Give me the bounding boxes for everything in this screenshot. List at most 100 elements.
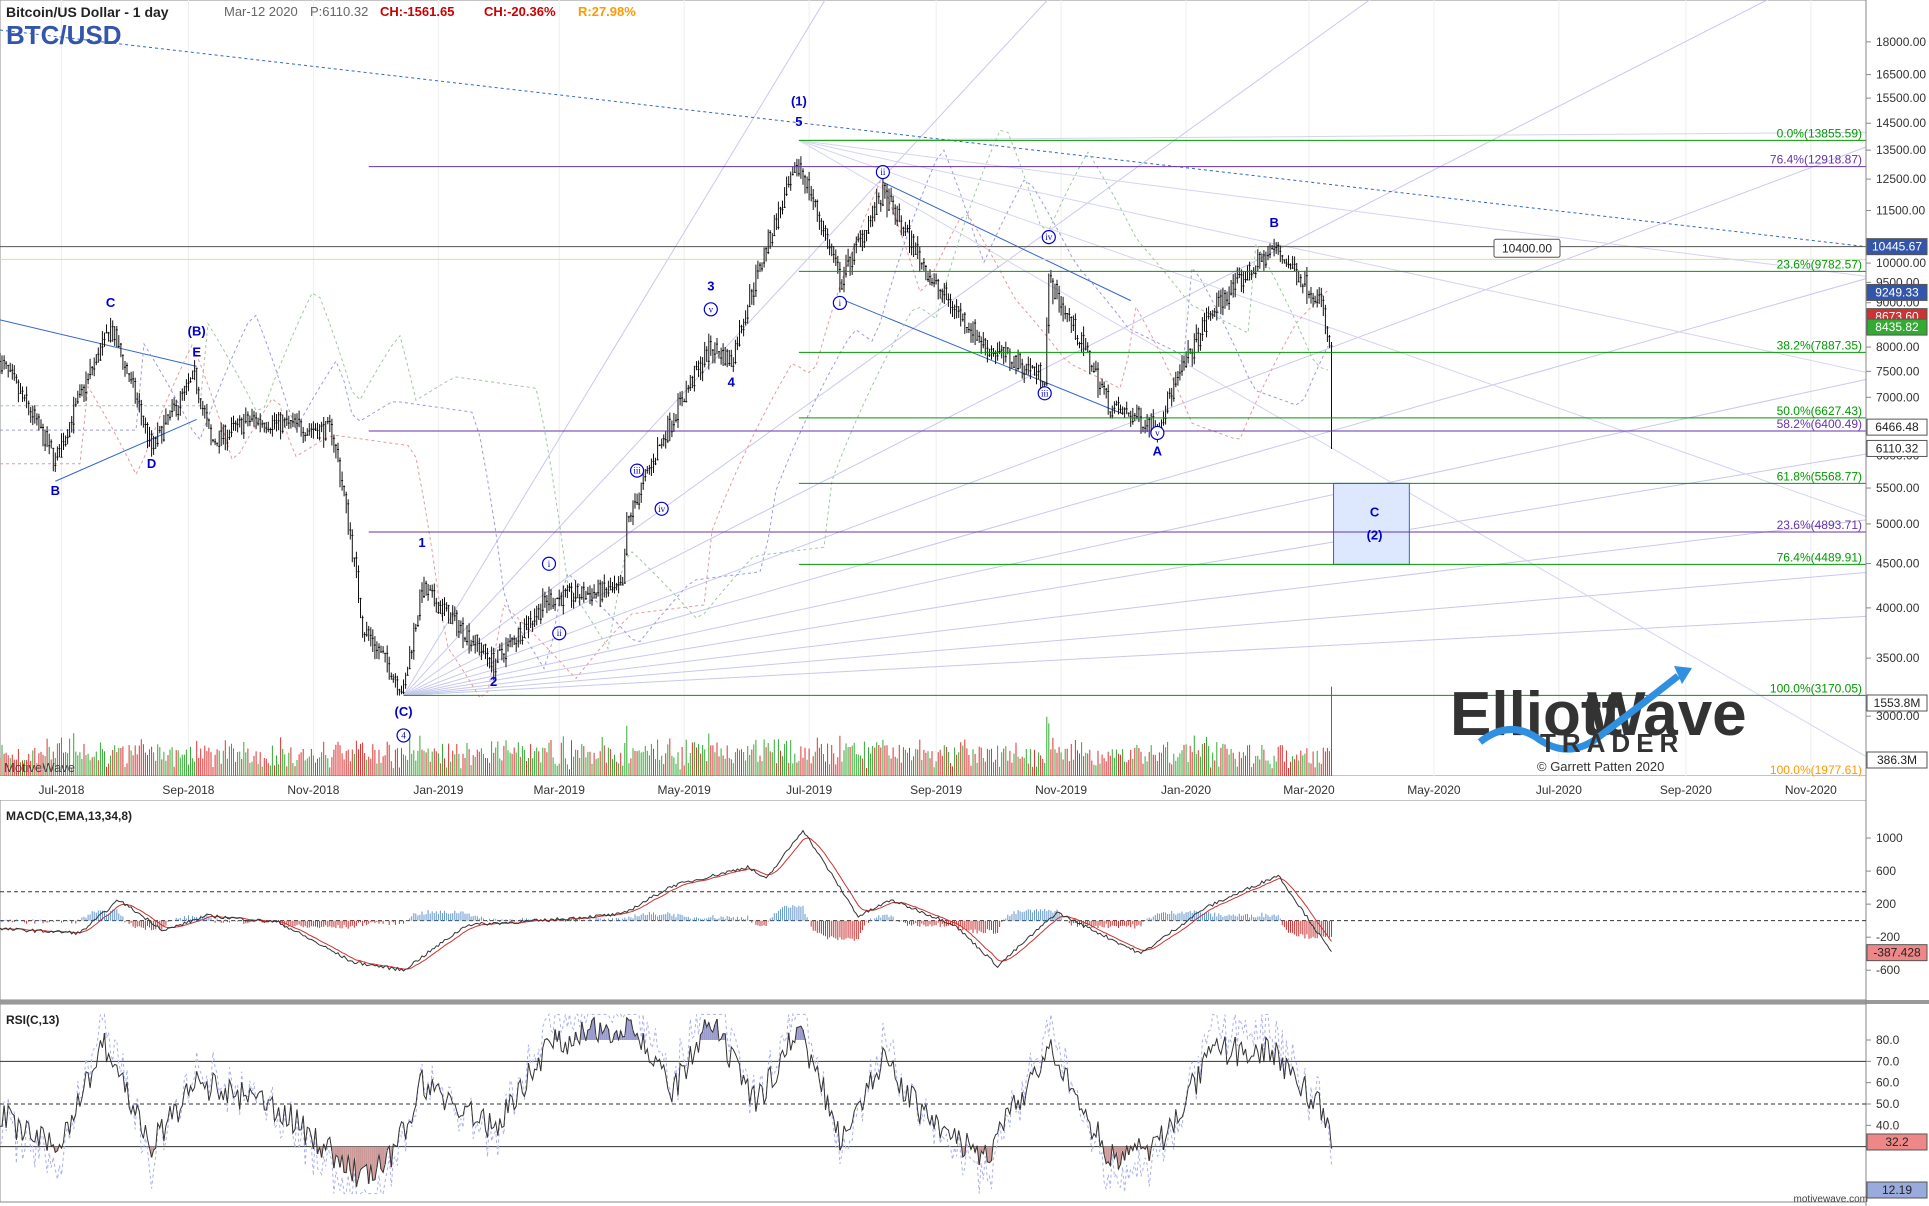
rsi-last-value: 32.2 (1885, 1135, 1909, 1149)
copyright: © Garrett Patten 2020 (1537, 759, 1664, 774)
volume-bars (0, 686, 1332, 776)
x-tick-label: Jul-2020 (1536, 783, 1582, 797)
fib-label: 100.0%(1977.61) (1770, 763, 1862, 777)
rsi-line (0, 1016, 1332, 1187)
wave-label: D (147, 456, 156, 471)
wave-label: iv (658, 504, 666, 514)
volume-label-box (1866, 751, 1928, 769)
fan-line (403, 0, 1049, 696)
y-tick-label: 3000.00 (1876, 709, 1920, 723)
wave-label: 4 (728, 375, 736, 390)
header-change-abs: CH:-1561.65 (380, 4, 454, 19)
wave-label: v (1155, 428, 1160, 438)
macd-y-tick-label: 1000 (1876, 831, 1903, 845)
x-tick-label: Sep-2020 (1660, 783, 1712, 797)
volume-label-box (1866, 694, 1928, 712)
fan-line (403, 519, 1867, 696)
header-date: Mar-12 2020 (224, 4, 298, 19)
wave-label-circle (875, 164, 890, 180)
x-tick-label: Jul-2018 (38, 783, 84, 797)
fib-levels: 0.0%(13855.59) 76.4%(12918.87) 23.6%(9782.… (368, 126, 1866, 777)
rsi-last-value-box (1866, 1133, 1928, 1151)
y-tick-label: 14500.00 (1876, 116, 1926, 130)
channel-lower (839, 298, 1123, 415)
logo-wave-swoosh (1477, 673, 1681, 753)
price-label: 6466.48 (1875, 420, 1919, 434)
wave-label: (B) (188, 323, 206, 338)
y-tick-label: 15500.00 (1876, 91, 1926, 105)
logo-wave: Wave (1587, 680, 1747, 749)
y-tick-label: 7500.00 (1876, 364, 1920, 378)
triangle-lower (55, 418, 197, 482)
price-label: 10445.67 (1872, 240, 1922, 254)
macd-signal-line (0, 837, 1332, 970)
rsi-secondary-line (0, 1012, 1332, 1195)
macd-y-tick-label: -200 (1876, 930, 1900, 944)
elliott-wave-trader-logo: Elliott Wave TRADER © Garrett Patten 202… (1450, 666, 1747, 774)
header-range-pct: R:27.98% (578, 4, 636, 19)
fan-line (403, 0, 826, 696)
overlay-layer (0, 0, 1867, 758)
wave-label: 3 (707, 278, 714, 293)
wave-label: B (1269, 215, 1278, 230)
fib-label: 23.6%(9782.57) (1777, 257, 1862, 271)
x-axis-band (0, 776, 1929, 800)
logo-trader: TRADER (1540, 728, 1684, 758)
y-tick-label: 4500.00 (1876, 557, 1920, 571)
fan-line (798, 139, 1867, 373)
rsi-title: RSI(C,13) (6, 1013, 59, 1027)
wave-label: (C) (395, 704, 413, 719)
wave-label: i (548, 559, 551, 569)
y-tick-label: 11500.00 (1876, 203, 1925, 217)
y-tick-label: 8000.00 (1876, 340, 1920, 354)
x-tick-label: Sep-2019 (910, 783, 962, 797)
y-tick-label: 4000.00 (1876, 601, 1920, 615)
fib-label: 50.0%(6627.43) (1777, 404, 1862, 418)
price-panel[interactable] (0, 0, 1867, 777)
macd-line (0, 829, 1332, 972)
rsi-y-tick-label: 40.0 (1876, 1118, 1900, 1132)
wave-label: A (1153, 443, 1163, 458)
fan-line (403, 0, 1371, 696)
x-tick-label: Nov-2019 (1035, 783, 1087, 797)
wave-label: iii (633, 466, 641, 476)
moving-average-line (0, 180, 1329, 699)
price-label-box (1866, 418, 1928, 436)
wave-label-circle (629, 463, 645, 478)
rsi-y-tick-label: 70.0 (1876, 1054, 1900, 1068)
volume-label: 386.3M (1877, 753, 1917, 767)
wave-label: ii (557, 628, 563, 638)
y-tick-label: 10000.00 (1876, 256, 1926, 270)
macd-panel[interactable] (0, 799, 1867, 1001)
wave-label: (2) (1367, 527, 1383, 542)
y-tick-label: 7000.00 (1876, 390, 1920, 404)
fan-line (403, 146, 1867, 696)
macd-series: 1000 600 200 -200 -600 -387.428 (0, 829, 1928, 977)
fan-line (798, 131, 1867, 141)
wave-label: 4 (401, 730, 406, 740)
macd-last-value: -387.428 (1873, 946, 1921, 960)
fib-label: 61.8%(5568.77) (1777, 469, 1862, 483)
fib-label: 100.0%(3170.05) (1770, 681, 1862, 695)
fan-line (403, 379, 1867, 696)
rsi-panel[interactable] (0, 1003, 1867, 1203)
rsi-y-tick-label: 60.0 (1876, 1076, 1900, 1090)
wave-label: C (106, 295, 116, 310)
long-trendline (0, 29, 1867, 248)
wave-label-circle (1041, 230, 1056, 245)
volume-label: 1553.8M (1874, 696, 1921, 710)
price-label: 8435.82 (1875, 320, 1919, 334)
moving-average-line (0, 129, 1329, 650)
y-tick-label: 16500.00 (1876, 68, 1926, 82)
x-tick-label: Mar-2020 (1283, 783, 1335, 797)
level-box (1493, 238, 1561, 258)
wave-label-circle (654, 501, 669, 516)
motivewave-site: motivewave.com (1794, 1194, 1868, 1205)
fan-line (403, 0, 1769, 696)
price-label-box (1866, 283, 1928, 301)
x-tick-label: May-2019 (657, 783, 711, 797)
panel-divider[interactable] (0, 1000, 1929, 1004)
wave-label: iv (1045, 232, 1053, 242)
level-label: 10400.00 (1502, 241, 1552, 255)
